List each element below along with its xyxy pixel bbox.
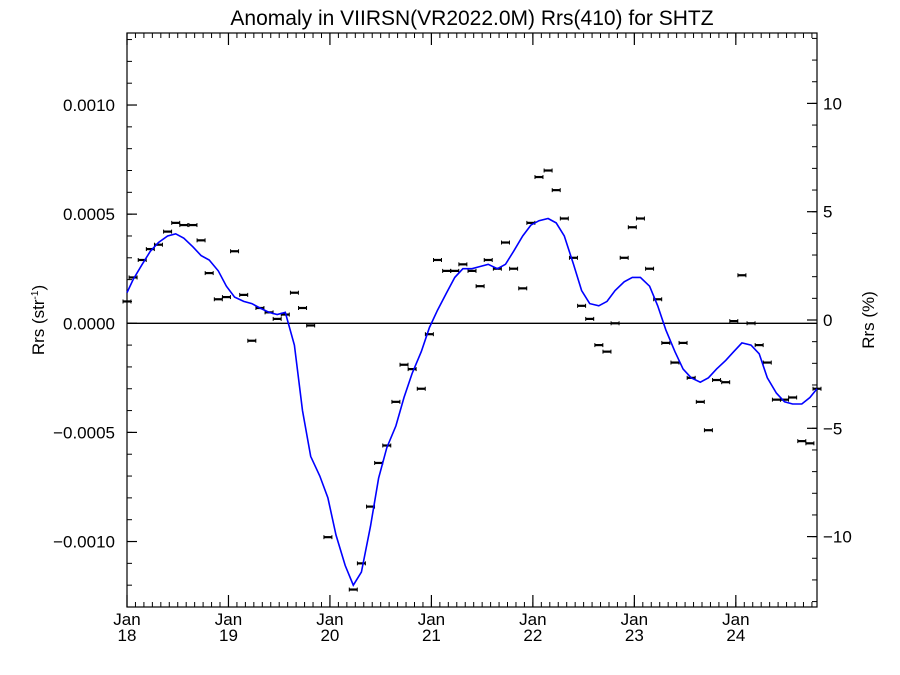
x-tick-month-label: Jan (113, 610, 140, 629)
data-point (348, 587, 358, 592)
data-point (678, 340, 688, 345)
data-point (171, 220, 181, 225)
data-point (721, 380, 731, 385)
data-point (594, 343, 604, 348)
y-tick-label: 0.0000 (63, 314, 115, 333)
data-point (635, 216, 645, 221)
data-point (323, 535, 333, 540)
data-point (797, 439, 807, 444)
data-point (788, 395, 798, 400)
y2-tick-label: 10 (823, 94, 842, 113)
data-point (585, 316, 595, 321)
data-point (729, 319, 739, 324)
data-point (450, 268, 460, 273)
data-point (559, 216, 569, 221)
y-tick-label: 0.0010 (63, 96, 115, 115)
data-point (298, 305, 308, 310)
data-point (670, 360, 680, 365)
y2-tick-label: 0 (823, 311, 832, 330)
data-point (272, 316, 282, 321)
data-point (391, 399, 401, 404)
x-tick-month-label: Jan (316, 610, 343, 629)
y2-axis-label: Rrs (%) (859, 291, 878, 349)
data-points-group (122, 168, 822, 592)
data-point (577, 303, 587, 308)
axes-group: 0.0010 0.0005 0.0000 −0.0005 −0.0010 10 5 0 −5 −1… (53, 33, 852, 645)
data-point (475, 284, 485, 289)
x-tick-year-label: 24 (726, 626, 745, 645)
data-point (221, 295, 231, 300)
data-point (534, 175, 544, 180)
y-axis-label-text: Rrs (str (29, 299, 48, 355)
data-point (610, 321, 620, 326)
y-tick-label: 0.0005 (63, 205, 115, 224)
data-point (416, 386, 426, 391)
data-point (543, 168, 553, 173)
data-point (467, 268, 477, 273)
data-point (645, 266, 655, 271)
data-point (703, 428, 713, 433)
data-point (458, 262, 468, 267)
data-point (442, 268, 452, 273)
y2-tick-label: 5 (823, 203, 832, 222)
data-point (239, 292, 249, 297)
data-point (746, 321, 756, 326)
y-axis-label: Rrs (str-1) (29, 285, 48, 355)
x-tick-month-label: Jan (621, 610, 648, 629)
data-point (382, 443, 392, 448)
x-tick-month-label: Jan (215, 610, 242, 629)
data-point (712, 378, 722, 383)
data-point (247, 338, 257, 343)
y-tick-label: −0.0005 (53, 423, 115, 442)
y-axis-label-superscript: -1 (30, 290, 41, 299)
data-point (551, 188, 561, 193)
x-tick-month-label: Jan (722, 610, 749, 629)
data-point (754, 343, 764, 348)
x-tick-year-label: 19 (219, 626, 238, 645)
data-point (509, 266, 519, 271)
data-point (695, 399, 705, 404)
smoothed-line (126, 217, 818, 587)
data-point (737, 273, 747, 278)
y-tick-label: −0.0010 (53, 533, 115, 552)
data-point (627, 225, 637, 230)
data-point (196, 238, 206, 243)
data-point (163, 229, 173, 234)
data-point (661, 340, 671, 345)
data-point (122, 299, 132, 304)
data-point (374, 460, 384, 465)
data-point (289, 290, 299, 295)
data-point (128, 275, 138, 280)
data-point (230, 249, 240, 254)
x-tick-month-label: Jan (519, 610, 546, 629)
x-tick-year-label: 22 (523, 626, 542, 645)
data-point (518, 286, 528, 291)
data-point (433, 257, 442, 262)
data-point (771, 397, 781, 402)
y-axis-label-close: ) (29, 285, 48, 291)
data-point (306, 323, 316, 328)
data-point (179, 223, 189, 228)
data-point (483, 257, 493, 262)
data-point (188, 223, 198, 228)
data-point (500, 240, 510, 245)
data-point (399, 362, 409, 367)
y2-tick-label: −5 (823, 419, 842, 438)
data-point (602, 349, 612, 354)
x-tick-month-label: Jan (418, 610, 445, 629)
data-point (805, 441, 815, 446)
x-tick-year-label: 20 (320, 626, 339, 645)
data-point (213, 297, 223, 302)
data-point (356, 561, 366, 566)
y2-tick-label: −10 (823, 528, 852, 547)
data-point (762, 360, 772, 365)
x-tick-year-label: 18 (118, 626, 137, 645)
data-point (204, 271, 214, 276)
chart-title: Anomaly in VIIRSN(VR2022.0M) Rrs(410) fo… (230, 7, 713, 30)
plot-frame (126, 32, 818, 608)
data-point (619, 255, 629, 260)
x-tick-year-label: 23 (625, 626, 644, 645)
x-tick-year-label: 21 (422, 626, 441, 645)
